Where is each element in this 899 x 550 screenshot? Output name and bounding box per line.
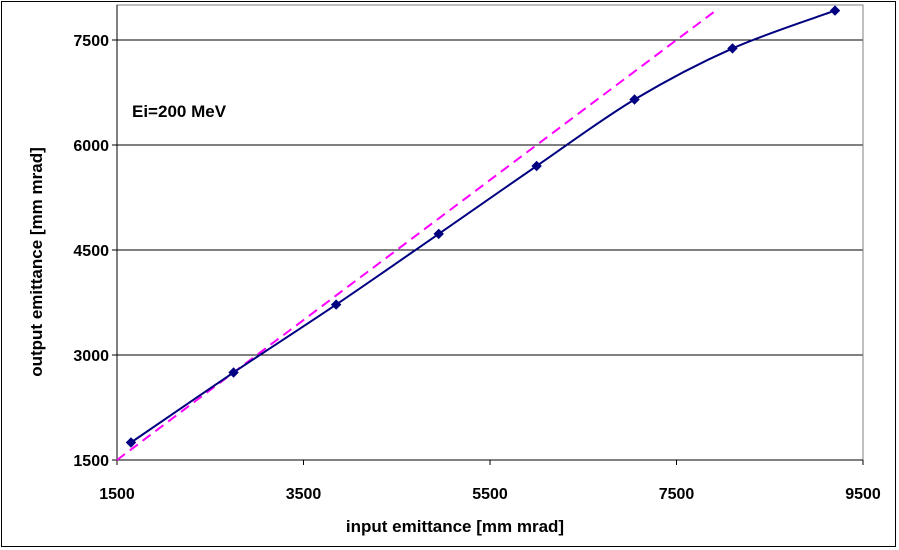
series-line [130, 9, 836, 444]
series [116, 5, 841, 461]
data-point [330, 299, 342, 310]
x-axis-title: input emittance [mm mrad] [346, 517, 564, 536]
x-tick-label: 5500 [472, 486, 508, 503]
reference-dashed-line [116, 7, 720, 461]
x-tick-label: 1500 [99, 486, 135, 503]
y-tick-label: 4500 [73, 243, 109, 260]
annotation-label: Ei=200 MeV [132, 102, 227, 121]
data-point [228, 367, 239, 378]
x-tick-label: 7500 [659, 486, 695, 503]
plot-area [116, 4, 864, 461]
axes: 1500 3000 4500 6000 7500 1500 3500 5500 7500 9500 [73, 5, 881, 503]
y-tick-label: 3000 [73, 348, 109, 365]
y-tick-label: 6000 [73, 138, 109, 155]
data-point [125, 437, 137, 448]
x-tick-label: 9500 [845, 486, 881, 503]
data-point [629, 94, 640, 105]
y-axis-title: output emittance [mm mrad] [27, 147, 46, 377]
x-tick-label: 3500 [286, 486, 322, 503]
y-tick-label: 7500 [73, 33, 109, 50]
data-point [829, 5, 841, 16]
data-point [531, 160, 542, 172]
gridlines [117, 39, 863, 356]
data-point [433, 228, 444, 240]
data-point [727, 43, 738, 54]
y-tick-label: 1500 [73, 453, 109, 470]
